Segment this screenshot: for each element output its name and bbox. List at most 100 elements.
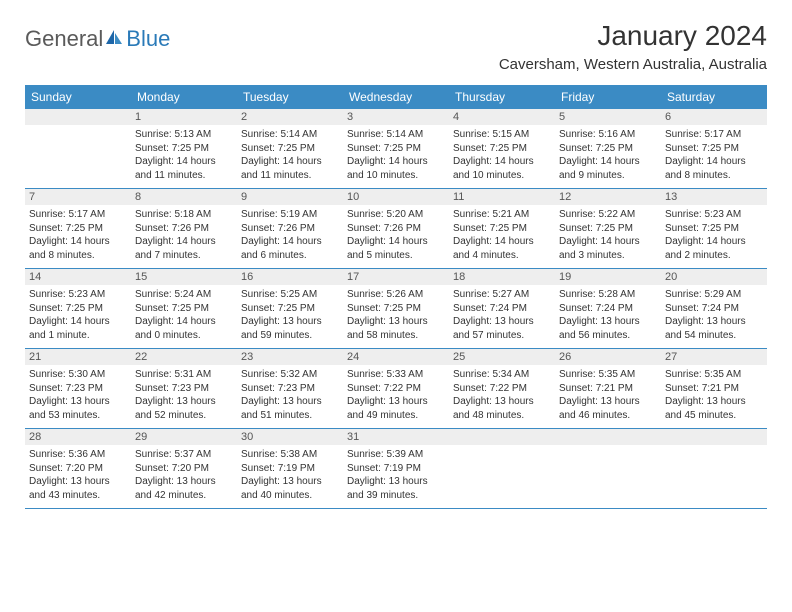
sunset-line: Sunset: 7:25 PM <box>665 222 763 236</box>
calendar-day-cell: 21Sunrise: 5:30 AMSunset: 7:23 PMDayligh… <box>25 349 131 429</box>
daylight-line: Daylight: 13 hours and 45 minutes. <box>665 395 763 422</box>
daylight-line: Daylight: 14 hours and 5 minutes. <box>347 235 445 262</box>
calendar-day-cell: 1Sunrise: 5:13 AMSunset: 7:25 PMDaylight… <box>131 109 237 189</box>
day-details: Sunrise: 5:19 AMSunset: 7:26 PMDaylight:… <box>237 205 343 268</box>
calendar-body: 1Sunrise: 5:13 AMSunset: 7:25 PMDaylight… <box>25 109 767 509</box>
daylight-line: Daylight: 14 hours and 1 minute. <box>29 315 127 342</box>
sunset-line: Sunset: 7:19 PM <box>241 462 339 476</box>
daylight-line: Daylight: 13 hours and 57 minutes. <box>453 315 551 342</box>
day-number-band: 10 <box>343 189 449 205</box>
sunset-line: Sunset: 7:23 PM <box>135 382 233 396</box>
sunset-line: Sunset: 7:21 PM <box>559 382 657 396</box>
sunset-line: Sunset: 7:24 PM <box>453 302 551 316</box>
sunset-line: Sunset: 7:26 PM <box>135 222 233 236</box>
day-details: Sunrise: 5:16 AMSunset: 7:25 PMDaylight:… <box>555 125 661 188</box>
calendar-day-cell: 31Sunrise: 5:39 AMSunset: 7:19 PMDayligh… <box>343 429 449 509</box>
day-details: Sunrise: 5:32 AMSunset: 7:23 PMDaylight:… <box>237 365 343 428</box>
sunrise-line: Sunrise: 5:16 AM <box>559 128 657 142</box>
day-details: Sunrise: 5:33 AMSunset: 7:22 PMDaylight:… <box>343 365 449 428</box>
calendar-day-cell: 7Sunrise: 5:17 AMSunset: 7:25 PMDaylight… <box>25 189 131 269</box>
sunset-line: Sunset: 7:25 PM <box>347 142 445 156</box>
sunset-line: Sunset: 7:25 PM <box>29 302 127 316</box>
calendar-day-cell: 8Sunrise: 5:18 AMSunset: 7:26 PMDaylight… <box>131 189 237 269</box>
daylight-line: Daylight: 13 hours and 46 minutes. <box>559 395 657 422</box>
sunset-line: Sunset: 7:19 PM <box>347 462 445 476</box>
calendar-day-cell: 10Sunrise: 5:20 AMSunset: 7:26 PMDayligh… <box>343 189 449 269</box>
sunrise-line: Sunrise: 5:30 AM <box>29 368 127 382</box>
calendar-day-cell: 12Sunrise: 5:22 AMSunset: 7:25 PMDayligh… <box>555 189 661 269</box>
sunset-line: Sunset: 7:25 PM <box>241 142 339 156</box>
day-header: Sunday <box>25 85 131 109</box>
sunrise-line: Sunrise: 5:24 AM <box>135 288 233 302</box>
day-number-band: 8 <box>131 189 237 205</box>
sunrise-line: Sunrise: 5:36 AM <box>29 448 127 462</box>
day-number-band: 15 <box>131 269 237 285</box>
calendar-day-cell: 4Sunrise: 5:15 AMSunset: 7:25 PMDaylight… <box>449 109 555 189</box>
day-details: Sunrise: 5:14 AMSunset: 7:25 PMDaylight:… <box>343 125 449 188</box>
sunset-line: Sunset: 7:25 PM <box>453 142 551 156</box>
sunset-line: Sunset: 7:24 PM <box>559 302 657 316</box>
day-number-band <box>25 109 131 125</box>
sunset-line: Sunset: 7:26 PM <box>347 222 445 236</box>
sunset-line: Sunset: 7:25 PM <box>665 142 763 156</box>
sail-icon <box>104 26 124 52</box>
sunrise-line: Sunrise: 5:32 AM <box>241 368 339 382</box>
daylight-line: Daylight: 13 hours and 43 minutes. <box>29 475 127 502</box>
day-number-band: 24 <box>343 349 449 365</box>
calendar-day-cell: 27Sunrise: 5:35 AMSunset: 7:21 PMDayligh… <box>661 349 767 429</box>
day-number-band: 9 <box>237 189 343 205</box>
daylight-line: Daylight: 13 hours and 52 minutes. <box>135 395 233 422</box>
day-number-band: 6 <box>661 109 767 125</box>
sunrise-line: Sunrise: 5:35 AM <box>665 368 763 382</box>
sunrise-line: Sunrise: 5:19 AM <box>241 208 339 222</box>
day-details: Sunrise: 5:34 AMSunset: 7:22 PMDaylight:… <box>449 365 555 428</box>
daylight-line: Daylight: 14 hours and 9 minutes. <box>559 155 657 182</box>
day-details: Sunrise: 5:24 AMSunset: 7:25 PMDaylight:… <box>131 285 237 348</box>
sunset-line: Sunset: 7:25 PM <box>135 302 233 316</box>
sunset-line: Sunset: 7:23 PM <box>241 382 339 396</box>
day-header-row: SundayMondayTuesdayWednesdayThursdayFrid… <box>25 85 767 109</box>
day-details: Sunrise: 5:27 AMSunset: 7:24 PMDaylight:… <box>449 285 555 348</box>
sunrise-line: Sunrise: 5:38 AM <box>241 448 339 462</box>
sunset-line: Sunset: 7:25 PM <box>559 142 657 156</box>
day-number-band: 12 <box>555 189 661 205</box>
day-number-band: 1 <box>131 109 237 125</box>
sunrise-line: Sunrise: 5:17 AM <box>29 208 127 222</box>
sunrise-line: Sunrise: 5:35 AM <box>559 368 657 382</box>
daylight-line: Daylight: 13 hours and 39 minutes. <box>347 475 445 502</box>
calendar-day-cell: 25Sunrise: 5:34 AMSunset: 7:22 PMDayligh… <box>449 349 555 429</box>
day-details <box>661 445 767 503</box>
calendar-empty-cell <box>661 429 767 509</box>
calendar-week-row: 21Sunrise: 5:30 AMSunset: 7:23 PMDayligh… <box>25 349 767 429</box>
day-number-band <box>449 429 555 445</box>
sunset-line: Sunset: 7:25 PM <box>29 222 127 236</box>
day-details: Sunrise: 5:26 AMSunset: 7:25 PMDaylight:… <box>343 285 449 348</box>
day-number-band: 14 <box>25 269 131 285</box>
day-number-band: 17 <box>343 269 449 285</box>
sunset-line: Sunset: 7:25 PM <box>241 302 339 316</box>
calendar-week-row: 1Sunrise: 5:13 AMSunset: 7:25 PMDaylight… <box>25 109 767 189</box>
day-details <box>25 125 131 183</box>
daylight-line: Daylight: 14 hours and 11 minutes. <box>241 155 339 182</box>
day-number-band: 3 <box>343 109 449 125</box>
sunset-line: Sunset: 7:20 PM <box>135 462 233 476</box>
header: General Blue January 2024 Caversham, Wes… <box>25 20 767 77</box>
calendar-day-cell: 30Sunrise: 5:38 AMSunset: 7:19 PMDayligh… <box>237 429 343 509</box>
calendar-day-cell: 20Sunrise: 5:29 AMSunset: 7:24 PMDayligh… <box>661 269 767 349</box>
sunrise-line: Sunrise: 5:37 AM <box>135 448 233 462</box>
sunrise-line: Sunrise: 5:13 AM <box>135 128 233 142</box>
day-details: Sunrise: 5:22 AMSunset: 7:25 PMDaylight:… <box>555 205 661 268</box>
calendar-day-cell: 5Sunrise: 5:16 AMSunset: 7:25 PMDaylight… <box>555 109 661 189</box>
sunrise-line: Sunrise: 5:21 AM <box>453 208 551 222</box>
calendar-day-cell: 18Sunrise: 5:27 AMSunset: 7:24 PMDayligh… <box>449 269 555 349</box>
day-details: Sunrise: 5:28 AMSunset: 7:24 PMDaylight:… <box>555 285 661 348</box>
day-number-band: 16 <box>237 269 343 285</box>
day-details: Sunrise: 5:38 AMSunset: 7:19 PMDaylight:… <box>237 445 343 508</box>
sunrise-line: Sunrise: 5:26 AM <box>347 288 445 302</box>
daylight-line: Daylight: 14 hours and 6 minutes. <box>241 235 339 262</box>
calendar-day-cell: 26Sunrise: 5:35 AMSunset: 7:21 PMDayligh… <box>555 349 661 429</box>
daylight-line: Daylight: 14 hours and 11 minutes. <box>135 155 233 182</box>
daylight-line: Daylight: 14 hours and 8 minutes. <box>665 155 763 182</box>
sunrise-line: Sunrise: 5:28 AM <box>559 288 657 302</box>
sunrise-line: Sunrise: 5:31 AM <box>135 368 233 382</box>
